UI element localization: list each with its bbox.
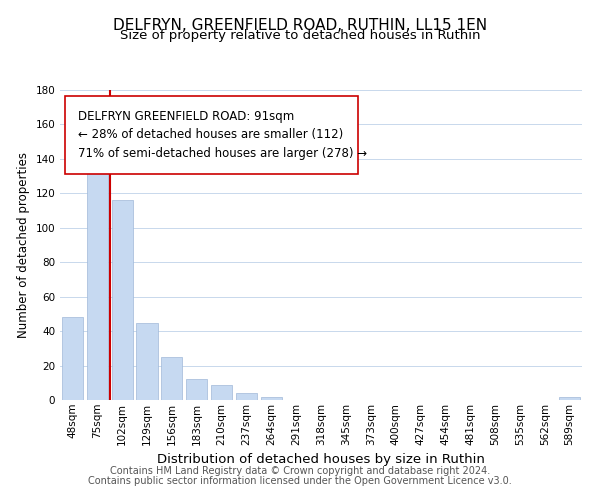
Text: Contains public sector information licensed under the Open Government Licence v3: Contains public sector information licen… <box>88 476 512 486</box>
X-axis label: Distribution of detached houses by size in Ruthin: Distribution of detached houses by size … <box>157 453 485 466</box>
Text: DELFRYN, GREENFIELD ROAD, RUTHIN, LL15 1EN: DELFRYN, GREENFIELD ROAD, RUTHIN, LL15 1… <box>113 18 487 32</box>
Bar <box>62 318 83 400</box>
Bar <box>236 393 257 400</box>
Bar <box>559 396 580 400</box>
Bar <box>161 357 182 400</box>
Text: Contains HM Land Registry data © Crown copyright and database right 2024.: Contains HM Land Registry data © Crown c… <box>110 466 490 476</box>
FancyBboxPatch shape <box>65 96 358 174</box>
Bar <box>261 396 282 400</box>
Bar <box>136 322 158 400</box>
Bar <box>186 380 207 400</box>
Bar <box>87 168 108 400</box>
Text: Size of property relative to detached houses in Ruthin: Size of property relative to detached ho… <box>120 29 480 42</box>
Bar <box>112 200 133 400</box>
Text: DELFRYN GREENFIELD ROAD: 91sqm
← 28% of detached houses are smaller (112)
71% of: DELFRYN GREENFIELD ROAD: 91sqm ← 28% of … <box>78 110 367 160</box>
Bar <box>211 384 232 400</box>
Y-axis label: Number of detached properties: Number of detached properties <box>17 152 30 338</box>
